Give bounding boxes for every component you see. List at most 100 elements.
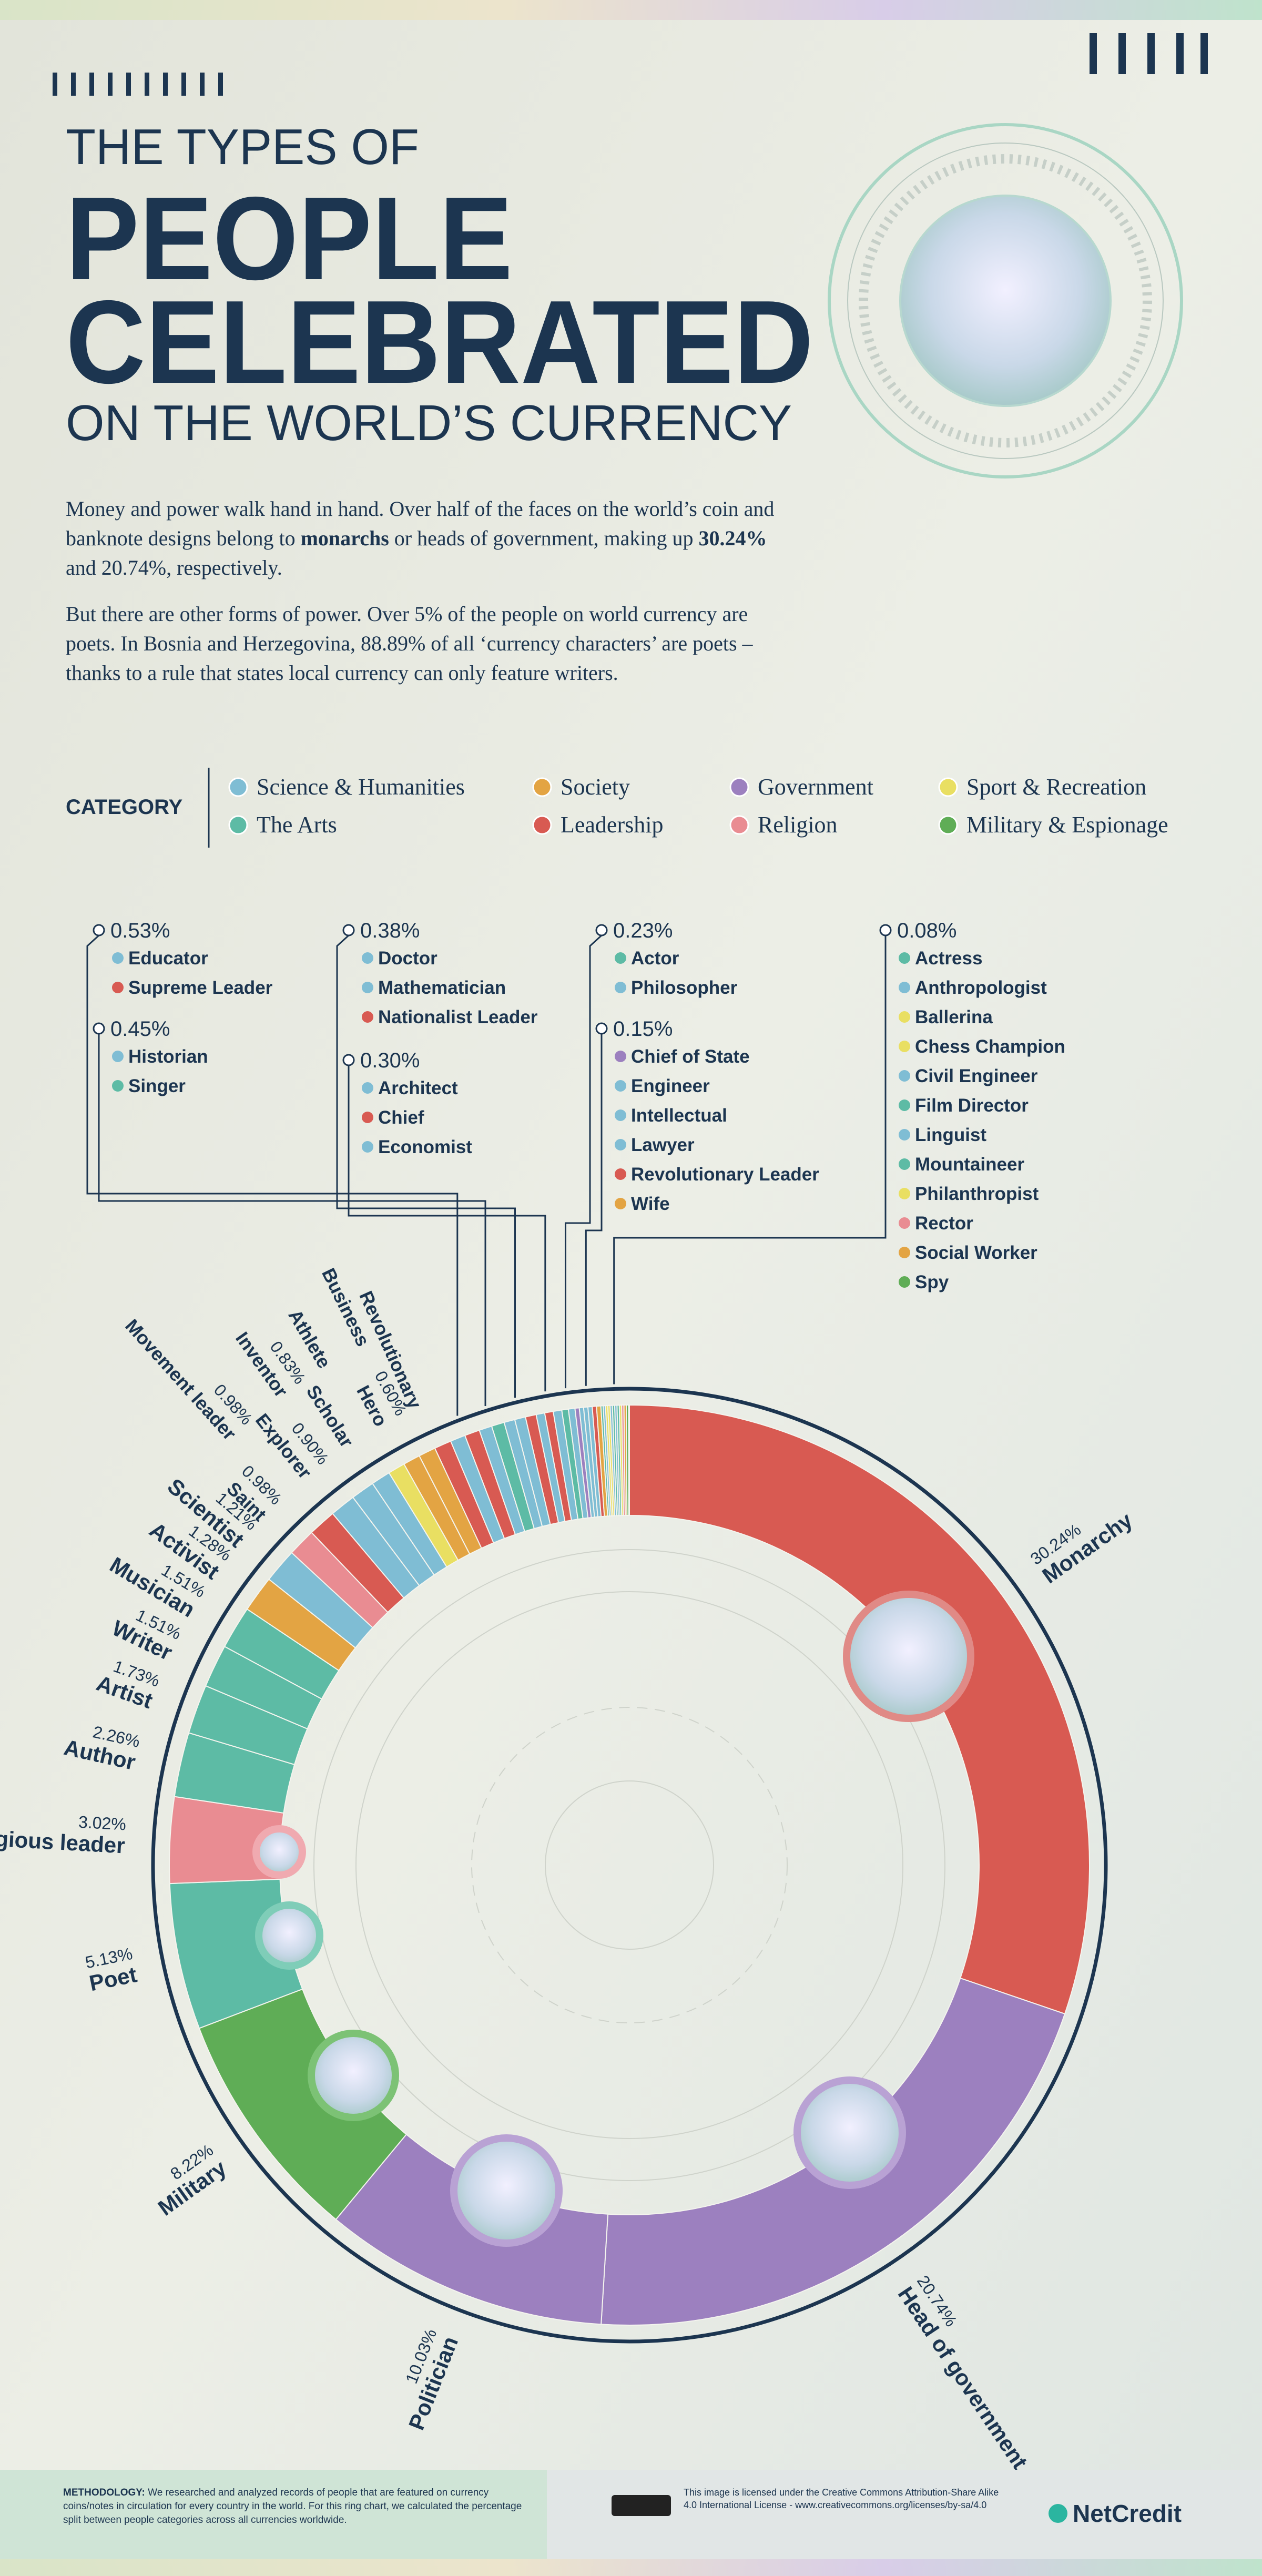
callout-item: Doctor [378,948,437,969]
callout-item-marker [362,952,373,964]
callout-item: Architect [378,1078,458,1098]
callout-item-marker [899,1247,910,1258]
callout-item-marker [899,1129,910,1141]
leader-line [613,935,887,1384]
callout-item-marker [362,982,373,993]
callout-item-marker [899,1011,910,1023]
callout-item-marker [615,1168,626,1180]
callout-item-marker [899,1217,910,1229]
callout-item: Philanthropist [915,1184,1039,1204]
leader-line [98,1034,486,1406]
leader-line [86,934,459,1416]
license-badge [612,2495,671,2516]
callout-item-marker [112,1080,124,1092]
callout-marker [595,1022,608,1035]
callout-value-label: 0.08% [897,919,956,942]
callout-item-marker [899,982,910,993]
callout-item: Revolutionary Leader [631,1164,819,1185]
callout-item-marker [899,1099,910,1111]
callout-item: Historian [128,1046,208,1067]
ring-value-label: 3.02% [78,1813,127,1834]
legend-label: Religion [758,812,838,838]
callout-value-label: 0.38% [360,919,420,942]
callout-item-marker [899,1276,910,1288]
ring-segment [629,1404,1090,2015]
callout-item: Economist [378,1137,472,1157]
callout-item-marker [615,1109,626,1121]
callout-item-marker [899,1070,910,1082]
callout-marker [342,924,355,936]
legend-marker [532,815,552,835]
legend-marker [228,815,248,835]
callout-item: Nationalist Leader [378,1007,538,1027]
legend-marker [228,777,248,797]
callout-value-label: 0.53% [110,919,170,942]
legend-marker [729,815,749,835]
callout-item-marker [362,1112,373,1123]
callout-item: Ballerina [915,1007,993,1027]
leader-line [585,1034,603,1386]
callout-item: Mountaineer [915,1154,1024,1175]
intro-paragraph: But there are other forms of power. Over… [66,602,753,685]
callout-marker [93,924,105,936]
callout-item-marker [615,1139,626,1150]
ring-segment [625,1404,629,1516]
callout-marker [342,1054,355,1066]
legend-label: Leadership [561,812,663,838]
callout-item-marker [899,1188,910,1199]
callout-item-marker [899,1041,910,1052]
callout-item: Actor [631,948,679,969]
callout-value-label: 0.45% [110,1017,170,1041]
brand-icon [1049,2504,1067,2523]
legend-label: Government [758,774,873,800]
barcode-right [1090,33,1208,74]
legend-label: Military & Espionage [966,812,1168,838]
emblem [828,123,1183,478]
callout-item-marker [615,982,626,993]
callout-item: Engineer [631,1076,710,1096]
callout-item-marker [899,952,910,964]
callout-item-marker [615,1051,626,1062]
legend-label: Science & Humanities [257,774,465,800]
footer-block [0,2470,547,2559]
text: and 20.74%, respectively. [66,556,282,579]
callout-value-label: 0.15% [613,1017,673,1041]
callout-item-marker [899,1158,910,1170]
callout-item: Intellectual [631,1105,727,1126]
callout-item: Linguist [915,1125,986,1145]
callout-item: Wife [631,1194,670,1214]
license: This image is licensed under the Creativ… [684,2487,999,2510]
outer-arc [151,1387,1108,2344]
callout-item-marker [362,1141,373,1153]
subtitle: ON THE WORLD’S CURRENCY [66,395,792,451]
legend-label: The Arts [257,812,337,838]
ring-label: 3.02%Religious leader [0,1813,127,1858]
callout-item-marker [615,952,626,964]
text: or heads of government, making up [389,526,699,550]
callout-item-marker [362,1082,373,1094]
legend-marker [532,777,552,797]
callout-item-marker [112,982,124,993]
ring-decoration [313,1549,945,2181]
legend-marker [938,777,958,797]
leader-line [564,934,603,1389]
callout-leaders [86,934,887,1416]
intro-paragraph: Money and power walk hand in hand. Over … [66,494,802,583]
text-bold: 30.24% [698,526,767,550]
leader-line [336,934,516,1398]
text-bold: monarchs [300,526,389,550]
callout-item: Chief [378,1107,424,1128]
callout-item: Philosopher [631,978,738,998]
callout-item: Chess Champion [915,1036,1065,1057]
legend-label: Society [561,774,630,800]
title-line: CELEBRATED [66,276,813,408]
kicker: THE TYPES OF [66,119,419,175]
callout-item: Singer [128,1076,186,1096]
text: Money and power walk hand in hand. Over … [66,497,775,550]
leader-line [348,1065,546,1392]
portraits [252,1591,974,2247]
callout-item: Film Director [915,1095,1029,1116]
